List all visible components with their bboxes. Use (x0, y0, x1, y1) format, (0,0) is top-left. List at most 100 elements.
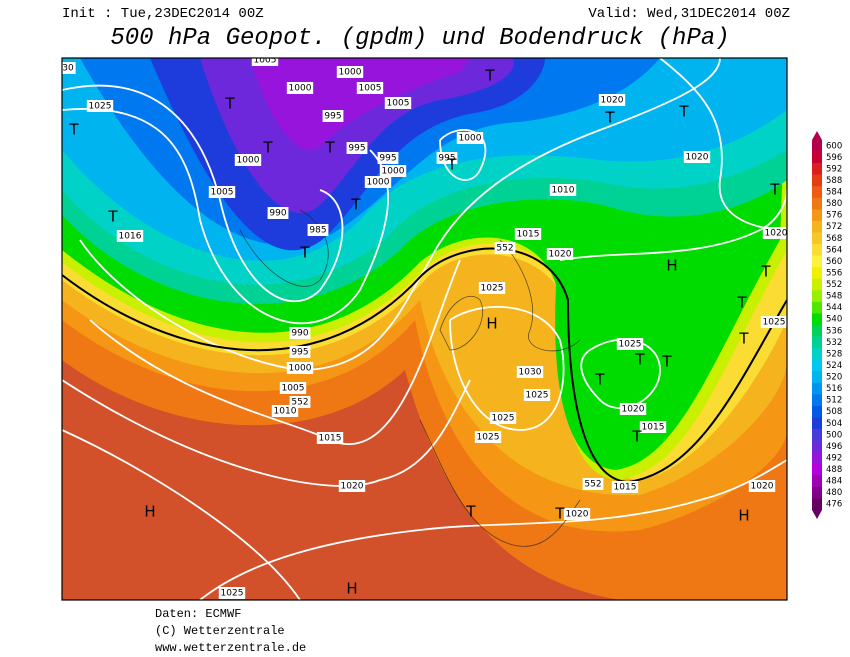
isobar-label: 1005 (387, 99, 410, 109)
isobar-label-box (760, 316, 787, 328)
colorbar-band (812, 452, 822, 465)
isobar-label: 995 (438, 154, 455, 164)
isobar-label: 1005 (359, 84, 382, 94)
isobar-label: 990 (291, 329, 308, 339)
isobar-label: 1020 (341, 482, 364, 492)
isobar-label: 1000 (289, 364, 312, 374)
colorbar-band (812, 186, 822, 199)
pressure-center: H (666, 257, 677, 275)
isobar-label-box (546, 248, 574, 260)
init-time: Init : Tue,23DEC2014 00Z (62, 6, 264, 22)
isobar-label: 1020 (566, 510, 589, 520)
map-title: 500 hPa Geopot. (gpdm) und Bodendruck (h… (110, 25, 729, 52)
colorbar-band (812, 475, 822, 488)
pressure-center: T (446, 156, 457, 174)
isobar-label: 1015 (614, 483, 637, 493)
isobar-label-box (478, 282, 506, 294)
isobar-label-box (251, 58, 279, 66)
colorbar-band (812, 498, 822, 511)
pressure-center: T (262, 139, 273, 157)
isobar-label: 1005 (254, 56, 277, 66)
isobar-label: 1000 (237, 156, 260, 166)
isobar-label-box (611, 481, 639, 493)
isobar-label: 552 (584, 480, 601, 490)
pressure-center: T (661, 353, 672, 371)
isobar-label: 1010 (552, 186, 575, 196)
isobar-label: 1025 (477, 433, 500, 443)
isobar-label-box (316, 432, 344, 444)
isobar-label: 1025 (763, 318, 786, 328)
colorbar-label: 592 (826, 164, 842, 174)
isobar-label-box (563, 508, 591, 520)
colorbar-band (812, 278, 822, 291)
isobar-label-box (683, 151, 711, 163)
colorbar-band (812, 348, 822, 360)
isobar-label-box (377, 152, 399, 164)
colorbar-band (812, 486, 822, 499)
pressure-center: H (486, 315, 497, 333)
colorbar-band (812, 209, 822, 222)
isobar-label: 1025 (526, 391, 549, 401)
colorbar-band (812, 151, 822, 164)
isobar-label: 1020 (751, 482, 774, 492)
isobar-label-box (356, 82, 384, 94)
isobar-label: 1020 (765, 229, 788, 239)
colorbar-band (812, 244, 822, 256)
colorbar-label: 492 (826, 453, 842, 463)
colorbar-band (812, 267, 822, 280)
isobar-label-box (208, 186, 236, 198)
isobar-label: 1010 (274, 407, 297, 417)
colorbar-label: 536 (826, 326, 842, 336)
pressure-center: T (68, 121, 79, 139)
colorbar-band (812, 463, 822, 476)
isobar-label-box (582, 478, 604, 490)
isobar-label-box (514, 228, 542, 240)
colorbar-band (812, 359, 822, 372)
isobar-label-box (639, 421, 667, 433)
pressure-center: T (736, 294, 747, 312)
pressure-center: H (346, 580, 357, 598)
isobar-label: 1000 (289, 84, 312, 94)
colorbar-band (812, 255, 822, 268)
isobar-label-box (474, 431, 502, 443)
colorbar-label: 516 (826, 384, 842, 394)
isobar-label: 552 (496, 244, 513, 254)
colorbar-label: 588 (826, 176, 842, 186)
isobar-label-box (619, 403, 647, 415)
isobar-label-box (549, 184, 577, 196)
isobar-label-box (307, 224, 329, 236)
isobar-label-box (336, 66, 364, 78)
isobar-label-box (62, 62, 76, 74)
footer-copyright: (C) Wetterzentrale (155, 624, 285, 638)
isobar-label-box (271, 405, 299, 417)
field-band (250, 58, 470, 151)
isobar-label-box (616, 338, 644, 350)
isobar-label-box (436, 152, 458, 164)
footer-url: www.wetterzentrale.de (155, 641, 306, 655)
isobar-label-box (322, 110, 344, 122)
isobar-label: 990 (269, 209, 286, 219)
isobar-label-box (286, 362, 314, 374)
isobar-label-box (598, 94, 626, 106)
colorbar-label: 552 (826, 280, 842, 290)
isobar-label-box (456, 132, 484, 144)
pressure-center: T (631, 428, 642, 446)
pressure-center: T (634, 351, 645, 369)
isobar-label: 985 (309, 226, 326, 236)
colorbar-band (812, 163, 822, 175)
colorbar-band (812, 336, 822, 349)
isobar-label: 1020 (601, 96, 624, 106)
isobar-label: 1000 (367, 178, 390, 188)
isobar (199, 459, 787, 600)
isobar-label: 1025 (481, 284, 504, 294)
isobar-label: 1000 (459, 134, 482, 144)
pressure-center: T (594, 371, 605, 389)
isobar (62, 84, 344, 302)
isobar-label: 995 (348, 144, 365, 154)
isobar-label-box (286, 82, 314, 94)
isobar-label-box (289, 327, 311, 339)
